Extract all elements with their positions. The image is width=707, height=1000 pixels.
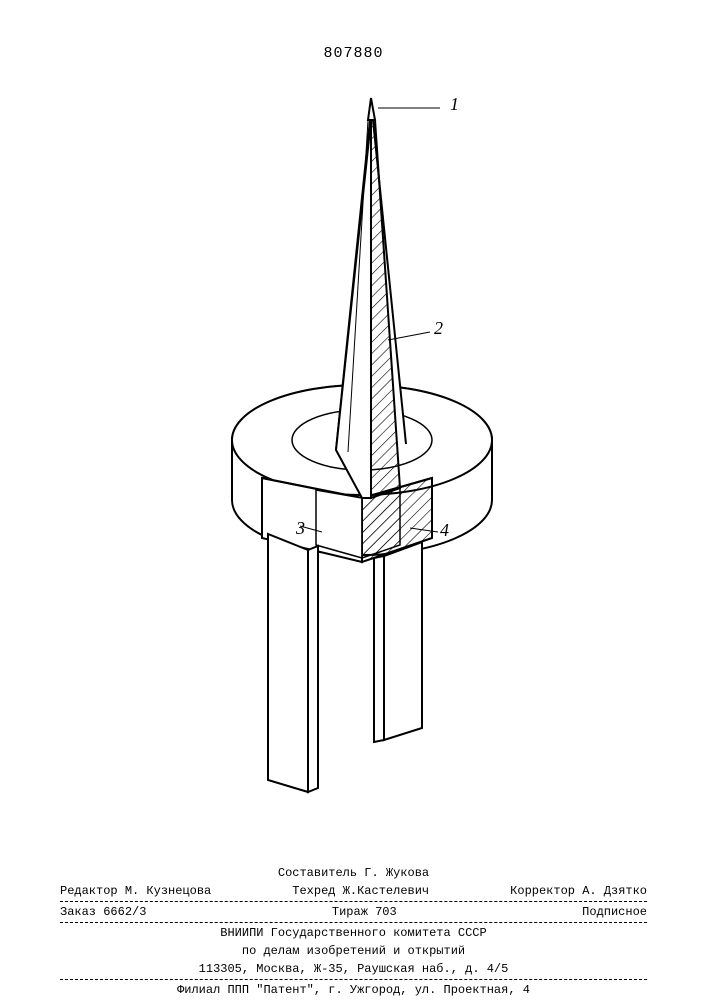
- callout-4: 4: [440, 520, 449, 541]
- tirazh-label: Тираж: [332, 905, 368, 919]
- compositor-name: Г. Жукова: [364, 866, 429, 880]
- tirazh-value: 703: [375, 905, 397, 919]
- address-2: Филиал ППП "Патент", г. Ужгород, ул. Про…: [60, 981, 647, 999]
- subscription: Подписное: [582, 903, 647, 921]
- callout-2: 2: [434, 318, 443, 339]
- techred-label: Техред: [292, 884, 335, 898]
- technical-figure: 1 2 3 4: [0, 80, 707, 840]
- callout-1: 1: [450, 94, 459, 115]
- org-line-2: по делам изобретений и открытий: [60, 942, 647, 960]
- order-label: Заказ: [60, 905, 96, 919]
- editor-label: Редактор: [60, 884, 118, 898]
- page-number: 807880: [323, 45, 383, 62]
- techred-name: Ж.Кастелевич: [343, 884, 429, 898]
- address-1: 113305, Москва, Ж-35, Раушская наб., д. …: [199, 960, 509, 978]
- org-line-1: ВНИИПИ Государственного комитета СССР: [60, 924, 647, 942]
- corrector-label: Корректор: [510, 884, 575, 898]
- editor-name: М. Кузнецова: [125, 884, 211, 898]
- compositor-label: Составитель: [278, 866, 357, 880]
- corrector-name: А. Дзятко: [582, 884, 647, 898]
- order-number: 6662/3: [103, 905, 146, 919]
- footer-block: Составитель Г. Жукова Редактор М. Кузнец…: [60, 864, 647, 999]
- callout-3: 3: [296, 518, 305, 539]
